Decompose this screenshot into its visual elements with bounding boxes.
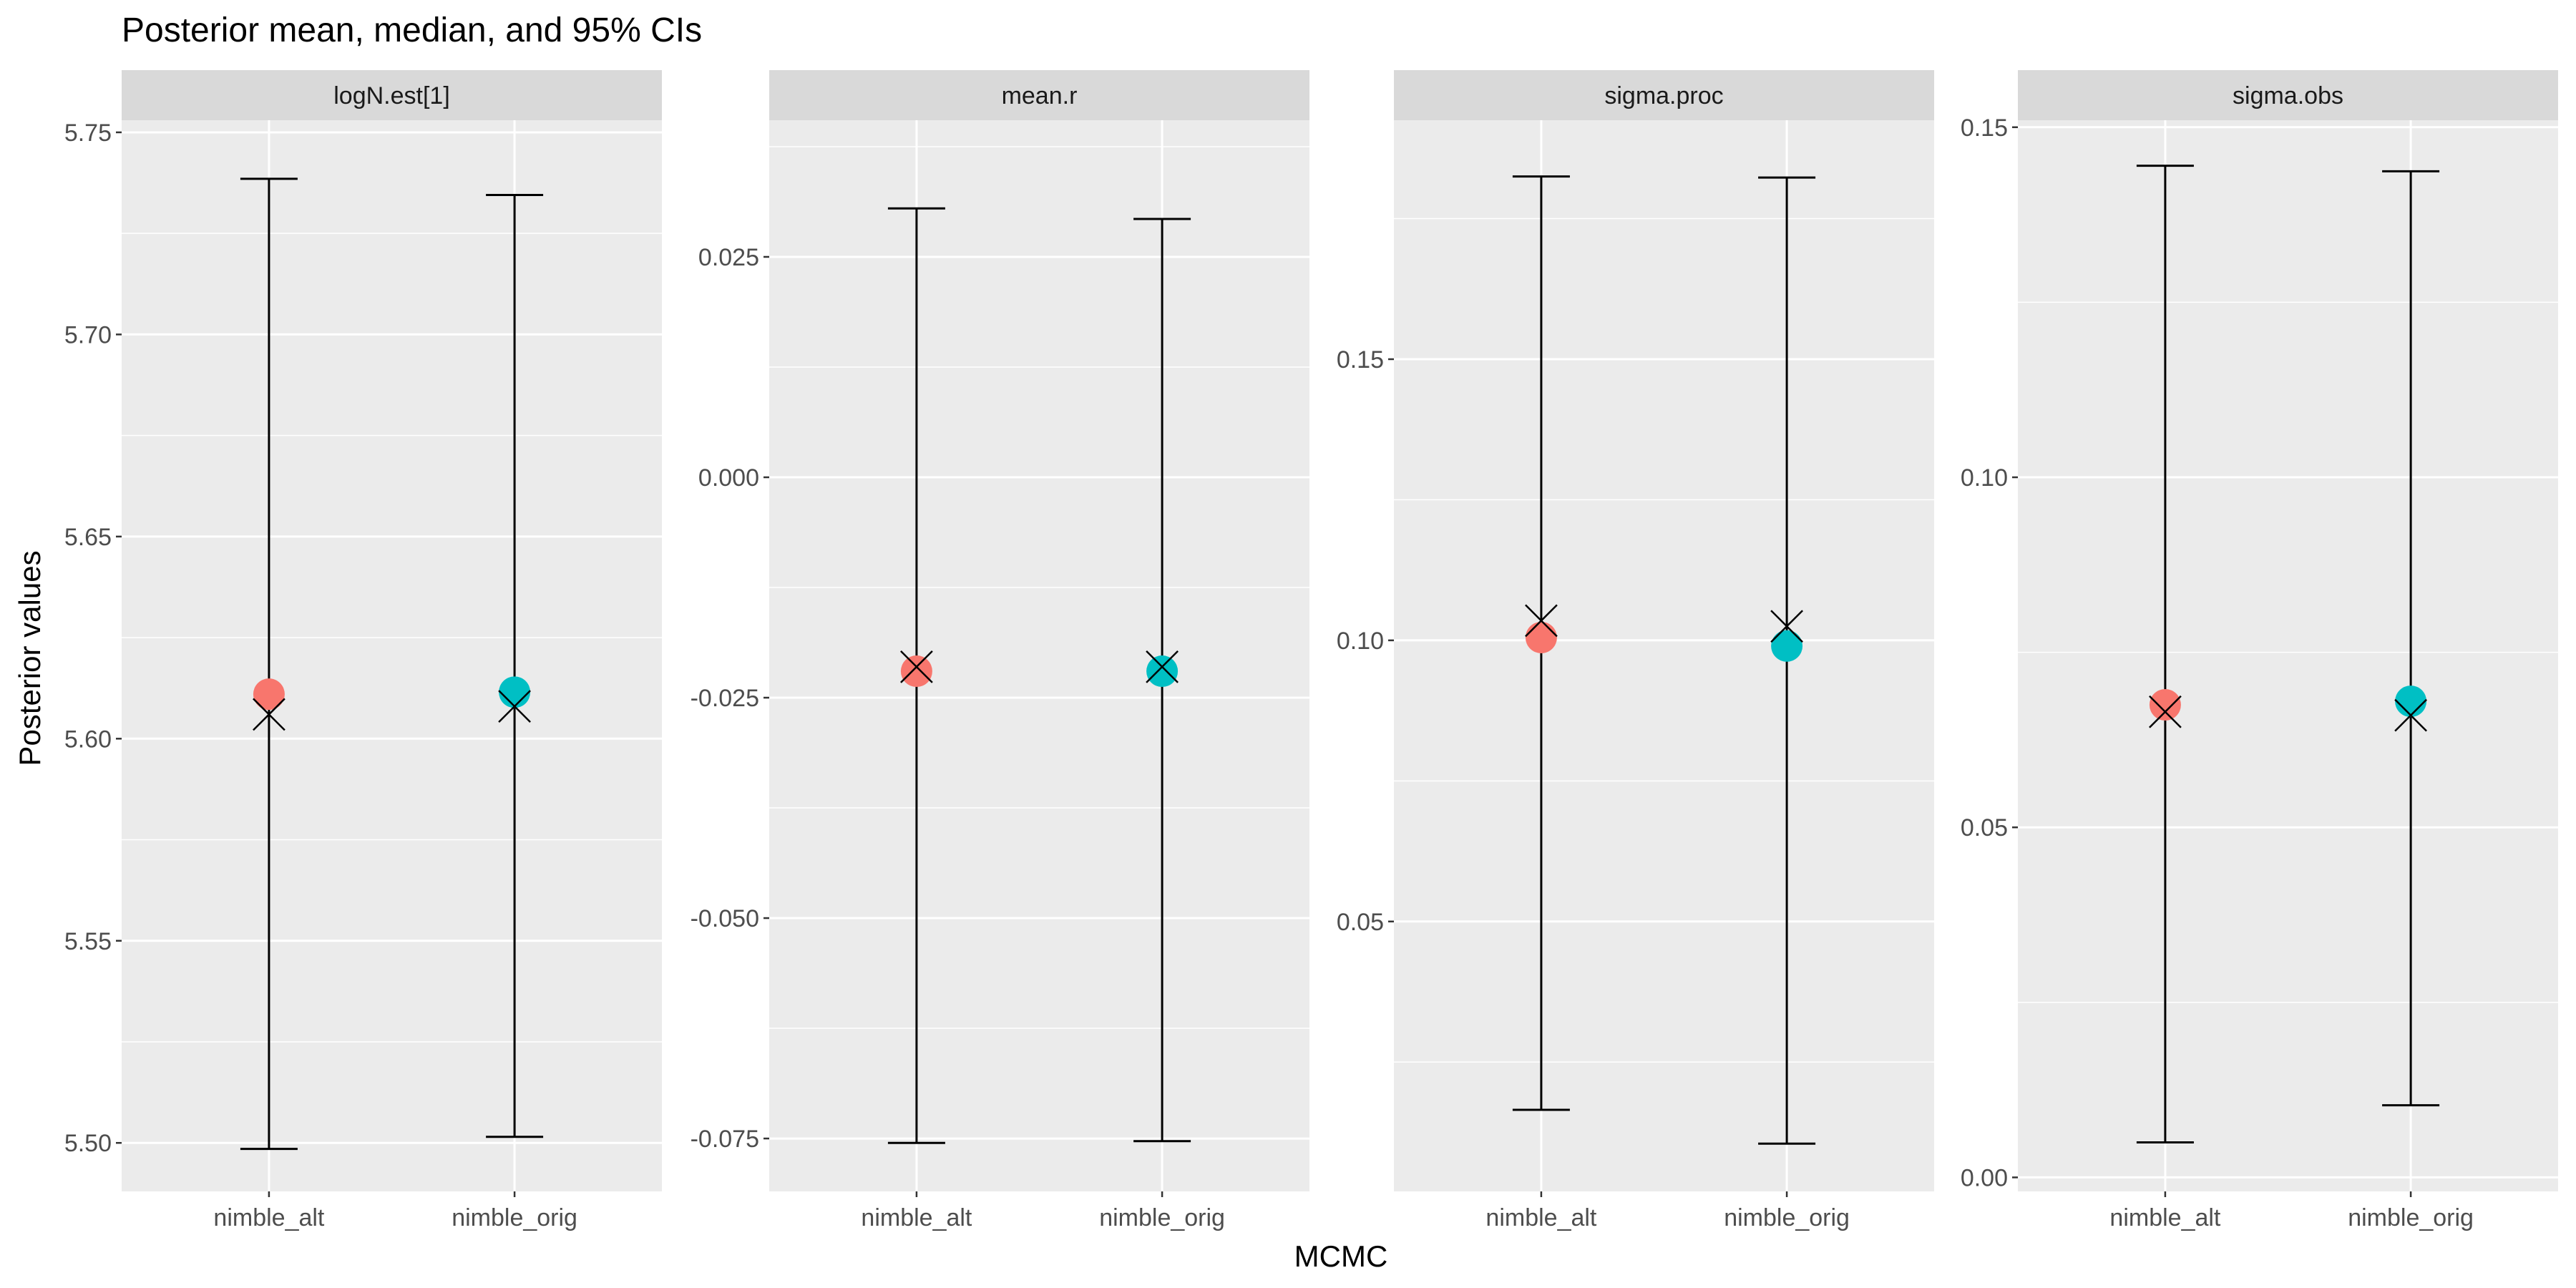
x-tick-label: nimble_alt	[861, 1204, 972, 1231]
y-tick-label: 0.000	[698, 464, 759, 492]
x-tick-label: nimble_alt	[2109, 1204, 2221, 1231]
facet-panel-sigma-proc: sigma.proc 0.05 0.10 0.15 nimble_alt nimble_o…	[1337, 70, 1934, 1231]
facet-strip	[122, 70, 662, 120]
mean-point-nimble_orig	[2395, 686, 2427, 718]
panel-background	[769, 120, 1309, 1191]
y-tick-label: 5.50	[64, 1130, 112, 1157]
facet-strip-label: sigma.obs	[2233, 82, 2343, 109]
y-tick-label: 0.10	[1961, 464, 2008, 492]
y-tick-label: -0.075	[691, 1126, 759, 1153]
y-tick-label: 5.55	[64, 928, 112, 955]
x-tick-label: nimble_alt	[1485, 1204, 1597, 1231]
y-axis-label: Posterior values	[13, 550, 47, 766]
median-cross-nimble_alt	[2149, 695, 2182, 728]
median-cross-nimble_alt	[900, 650, 933, 683]
mean-point-nimble_alt	[2149, 688, 2181, 721]
mean-point-nimble_orig	[499, 676, 531, 708]
facet-strip-label: mean.r	[1002, 82, 1078, 109]
median-cross-nimble_alt	[1525, 604, 1558, 638]
median-cross-nimble_alt	[253, 698, 286, 731]
mean-point-nimble_orig	[1146, 655, 1179, 688]
x-axis-label: MCMC	[1294, 1239, 1388, 1273]
facet-panel-mean-r: mean.r -0.075 -0.050 -0.025 0.000 0.025 nimble…	[691, 70, 1309, 1231]
y-tick-label: 0.05	[1961, 814, 2008, 841]
x-tick-label: nimble_orig	[452, 1204, 577, 1231]
mean-point-nimble_orig	[1771, 630, 1803, 662]
panel-background	[1394, 120, 1934, 1191]
y-tick-label: 5.75	[64, 119, 112, 147]
facet-panel-sigma-obs: sigma.obs 0.00 0.05 0.10 0.15 nimble_alt nimbl…	[1961, 70, 2558, 1231]
median-cross-nimble_orig	[1146, 650, 1179, 683]
y-tick-label: 5.65	[64, 524, 112, 551]
x-tick-label: nimble_alt	[213, 1204, 325, 1231]
median-cross-nimble_orig	[2394, 698, 2427, 732]
facet-panels: logN.est[1] 5.50 5.55 5.60 5.65 5.70 5.75 nimbl…	[64, 70, 2558, 1231]
facet-strip	[2018, 70, 2558, 120]
facet-strip-label: logN.est[1]	[333, 82, 450, 109]
panel-background	[122, 120, 662, 1191]
y-tick-label: -0.050	[691, 905, 759, 932]
facet-strip	[769, 70, 1309, 120]
chart-title: Posterior mean, median, and 95% CIs	[122, 11, 702, 49]
mean-point-nimble_alt	[900, 655, 932, 688]
facet-strip	[1394, 70, 1934, 120]
x-tick-label: nimble_orig	[1099, 1204, 1225, 1231]
y-tick-label: 0.05	[1337, 909, 1384, 936]
median-cross-nimble_orig	[498, 690, 531, 723]
y-tick-label: 0.00	[1961, 1164, 2008, 1191]
y-tick-label: 0.10	[1337, 628, 1384, 655]
mean-point-nimble_alt	[1525, 621, 1557, 653]
x-tick-label: nimble_orig	[1724, 1204, 1850, 1231]
median-cross-nimble_orig	[1770, 610, 1803, 643]
y-tick-label: 0.025	[698, 244, 759, 271]
y-tick-label: 0.15	[1337, 346, 1384, 374]
panel-background	[2018, 120, 2558, 1191]
y-tick-label: 5.60	[64, 726, 112, 753]
y-tick-label: 0.15	[1961, 114, 2008, 142]
y-tick-label: 5.70	[64, 321, 112, 348]
y-tick-label: -0.025	[691, 685, 759, 712]
mean-point-nimble_alt	[253, 678, 285, 711]
facet-strip-label: sigma.proc	[1604, 82, 1723, 109]
x-tick-label: nimble_orig	[2348, 1204, 2474, 1231]
facet-panel-logn-est-1: logN.est[1] 5.50 5.55 5.60 5.65 5.70 5.75 nimbl…	[64, 70, 662, 1231]
